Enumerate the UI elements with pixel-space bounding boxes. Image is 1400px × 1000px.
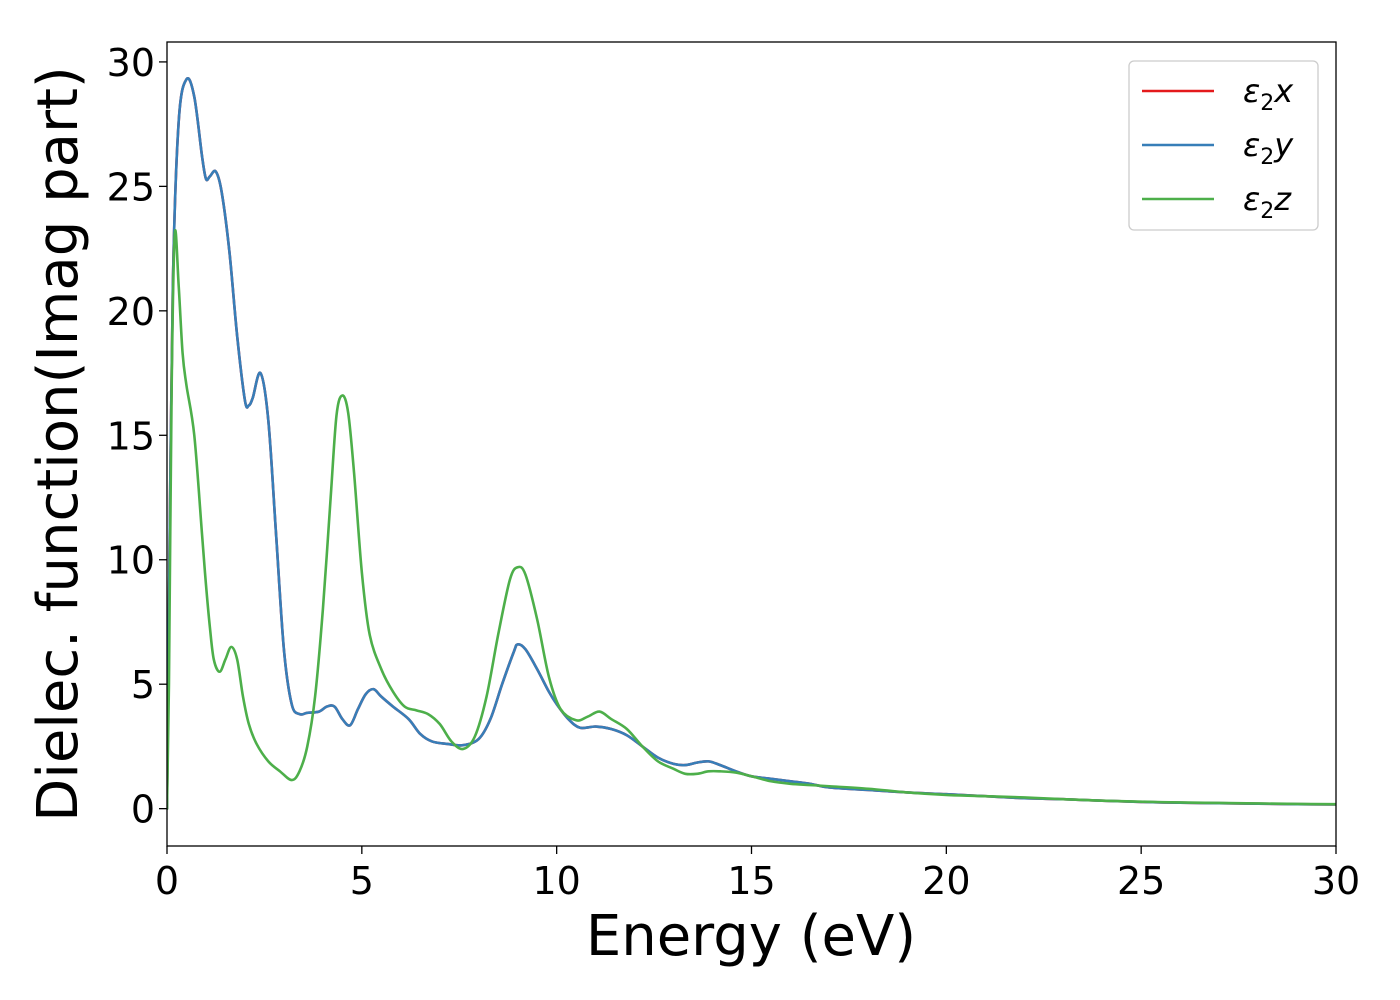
legend: ε2x ε2y ε2z	[1128, 60, 1319, 231]
series-line-z	[167, 229, 1336, 810]
x-tick-label: 20	[922, 859, 970, 903]
legend-box	[1128, 60, 1319, 231]
y-axis-title: Dielec. function(Imag part)	[26, 66, 91, 822]
x-tick-label: 25	[1117, 859, 1165, 903]
y-tick-label: 20	[107, 290, 155, 334]
x-axis-title: Energy (eV)	[586, 904, 916, 969]
series-layer	[167, 77, 1336, 810]
x-tick-label: 5	[350, 859, 374, 903]
y-tick-label: 15	[107, 414, 155, 458]
y-tick-label: 0	[131, 788, 155, 832]
y-tick-label: 10	[107, 539, 155, 583]
y-tick-label: 30	[107, 41, 155, 85]
x-tick-label: 10	[532, 859, 580, 903]
y-tick-label: 5	[131, 663, 155, 707]
x-axis-ticks: 0 5 10 15 20 25 30	[155, 846, 1360, 903]
legend-label-z: ε2z	[1243, 180, 1292, 224]
x-tick-label: 0	[155, 859, 179, 903]
x-tick-label: 15	[727, 859, 775, 903]
x-tick-label: 30	[1312, 859, 1360, 903]
y-tick-label: 25	[107, 165, 155, 209]
legend-label-x: ε2x	[1243, 72, 1294, 116]
y-axis-ticks: 0 5 10 15 20 25 30	[107, 41, 167, 832]
legend-label-y: ε2y	[1243, 126, 1294, 170]
